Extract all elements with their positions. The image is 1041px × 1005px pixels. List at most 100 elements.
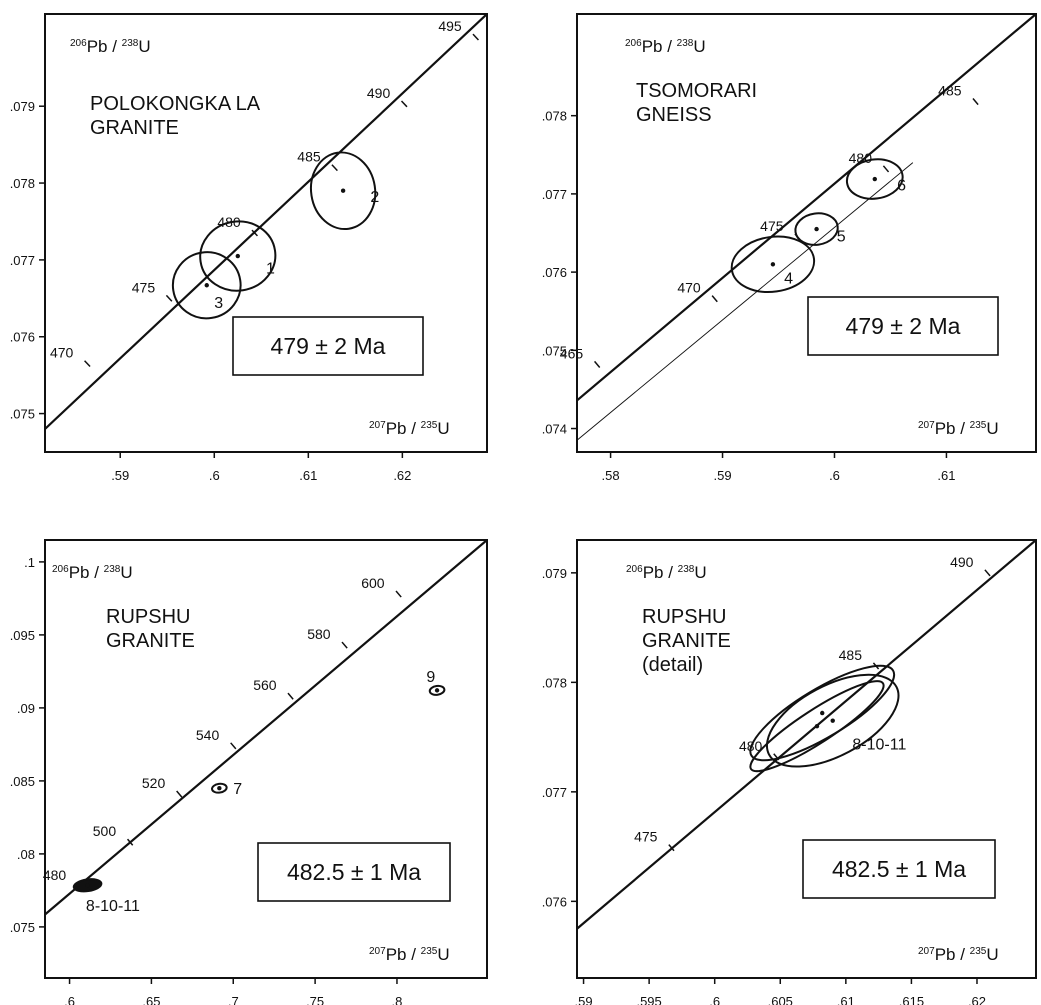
point-label: 9 <box>426 669 435 686</box>
panel-title: POLOKONGKA LA GRANITE <box>90 93 261 139</box>
data-point <box>204 283 209 288</box>
y-axis-title: 206Pb / 238U <box>625 37 706 56</box>
plot-frame <box>576 13 1037 453</box>
panel-title: RUPSHU GRANITE (detail) <box>642 606 731 676</box>
result-age: 482.5 ± 1 Ma <box>832 856 966 882</box>
x-tick-label: .605 <box>768 994 793 1005</box>
x-tick-label: .615 <box>899 994 924 1005</box>
y-tick-label: .075 <box>542 343 567 358</box>
age-label: 495 <box>438 18 462 34</box>
result-box <box>802 839 996 899</box>
age-label: 520 <box>142 775 166 791</box>
y-tick-label: .075 <box>10 407 35 422</box>
x-tick-label: .75 <box>306 994 324 1005</box>
x-tick-label: .65 <box>142 994 160 1005</box>
age-label: 480 <box>849 150 873 166</box>
age-label: 540 <box>196 727 220 743</box>
age-tick <box>984 569 991 577</box>
x-tick-label: .62 <box>968 994 986 1005</box>
x-tick-label: .595 <box>636 994 661 1005</box>
concordia-curve <box>577 540 1036 930</box>
point-label: 8-10-11 <box>86 898 140 915</box>
concordia-curve <box>45 540 487 916</box>
point-label: 4 <box>784 271 793 288</box>
point-label: 5 <box>837 228 846 245</box>
error-ellipse <box>749 680 885 773</box>
age-tick <box>594 360 601 368</box>
x-tick-label: .61 <box>937 468 955 483</box>
panel-rupshu-granite: .6 .65 .7 .75 .8 .075 .08 .085 .09 .095 .1 480 500 52… <box>10 539 488 1005</box>
age-label: 475 <box>760 218 784 234</box>
error-ellipse <box>211 782 228 794</box>
data-point <box>872 176 877 182</box>
age-label: 490 <box>950 554 974 570</box>
age-tick <box>668 844 675 852</box>
age-tick <box>287 692 294 700</box>
data-point <box>814 226 819 232</box>
age-tick <box>126 838 134 846</box>
x-tick-label: .61 <box>837 994 855 1005</box>
data-point <box>85 883 90 888</box>
plot-area <box>577 540 1036 930</box>
x-tick-label: .6 <box>829 468 840 483</box>
y-axis-title: 206Pb / 238U <box>52 563 133 582</box>
x-tick-label: .7 <box>228 994 239 1005</box>
age-tick <box>711 295 718 303</box>
age-tick <box>230 742 237 750</box>
age-tick <box>176 790 183 798</box>
data-point <box>217 786 222 791</box>
age-label: 475 <box>132 279 156 295</box>
x-axis-title: 207Pb / 235U <box>918 419 999 438</box>
y-tick-label: .078 <box>10 176 35 191</box>
age-label: 470 <box>50 345 74 361</box>
y-tick-label: .074 <box>542 422 567 437</box>
age-label: 560 <box>253 677 277 693</box>
y-tick-label: .08 <box>17 847 35 862</box>
x-tick-label: .6 <box>209 468 220 483</box>
y-tick-label: .076 <box>10 330 35 345</box>
plot-area <box>45 14 487 430</box>
result-box <box>257 842 451 902</box>
y-tick-label: .077 <box>542 785 567 800</box>
y-tick-label: .079 <box>542 566 567 581</box>
y-tick-label: .076 <box>542 265 567 280</box>
error-ellipse <box>309 151 377 231</box>
x-axis-title: 207Pb / 235U <box>369 945 450 964</box>
panel-polokongka-la-granite: .59 .6 .61 .62 .075 .076 .077 .078 .079 470 475 480… <box>10 13 488 483</box>
y-tick-label: .1 <box>24 555 35 570</box>
result-age: 479 ± 2 Ma <box>846 313 961 339</box>
x-tick-label: .6 <box>64 994 75 1005</box>
age-tick <box>341 641 348 649</box>
point-label: 6 <box>897 178 906 195</box>
y-tick-label: .076 <box>542 894 567 909</box>
point-label: 7 <box>233 781 242 798</box>
discordia-line <box>577 162 914 441</box>
error-ellipse <box>171 251 242 320</box>
x-axis-title: 207Pb / 235U <box>918 945 999 964</box>
error-ellipse <box>730 235 816 294</box>
age-label: 480 <box>739 738 763 754</box>
x-tick-label: .59 <box>713 468 731 483</box>
y-tick-label: .079 <box>10 99 35 114</box>
age-label: 480 <box>217 214 241 230</box>
x-tick-label: .61 <box>299 468 317 483</box>
panel-rupshu-granite-detail: .59 .595 .6 .605 .61 .615 .62 .076 .077 .078 .079 4… <box>542 539 1037 1005</box>
y-axis-title: 206Pb / 238U <box>70 37 151 56</box>
data-point <box>340 188 346 193</box>
error-ellipse <box>765 673 900 768</box>
age-tick <box>882 165 890 173</box>
error-ellipse <box>199 220 277 292</box>
age-label: 480 <box>43 867 67 883</box>
point-label: 1 <box>266 261 275 278</box>
age-label: 470 <box>677 280 701 296</box>
concordia-curve <box>45 14 487 430</box>
age-tick <box>395 590 402 598</box>
age-label: 580 <box>307 626 331 642</box>
y-tick-label: .077 <box>542 187 567 202</box>
age-label: 500 <box>93 823 117 839</box>
x-tick-label: .59 <box>575 994 593 1005</box>
y-tick-label: .09 <box>17 701 35 716</box>
data-point <box>820 710 825 716</box>
age-tick <box>972 98 979 106</box>
